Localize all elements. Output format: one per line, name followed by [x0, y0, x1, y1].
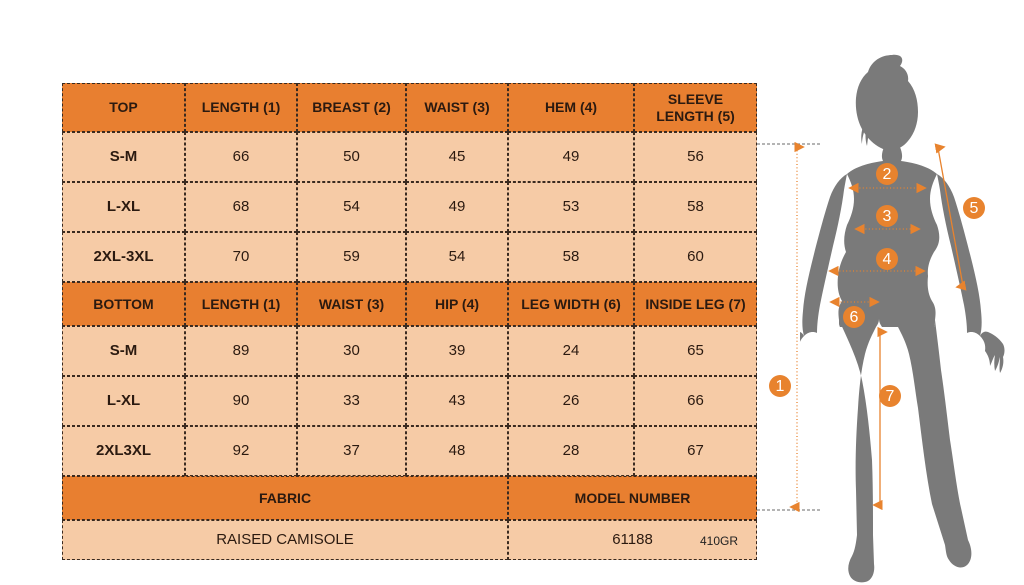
svg-text:3: 3 — [883, 208, 892, 225]
svg-text:7: 7 — [886, 388, 895, 405]
svg-text:6: 6 — [850, 309, 859, 326]
svg-text:2: 2 — [883, 166, 892, 183]
svg-text:1: 1 — [776, 378, 785, 395]
svg-text:5: 5 — [970, 200, 979, 217]
svg-text:4: 4 — [883, 251, 892, 268]
